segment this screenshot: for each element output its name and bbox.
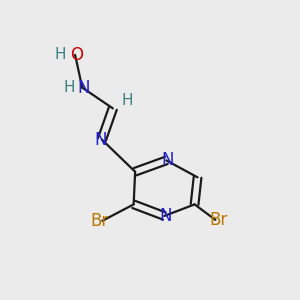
Text: Br: Br	[209, 211, 227, 229]
Text: O: O	[70, 46, 83, 64]
Text: N: N	[94, 130, 106, 148]
Text: Br: Br	[90, 212, 109, 230]
Text: H: H	[122, 94, 134, 109]
Text: N: N	[77, 79, 90, 97]
Text: H: H	[63, 80, 75, 95]
Text: H: H	[55, 47, 66, 62]
Text: N: N	[160, 207, 172, 225]
Text: N: N	[162, 152, 174, 169]
